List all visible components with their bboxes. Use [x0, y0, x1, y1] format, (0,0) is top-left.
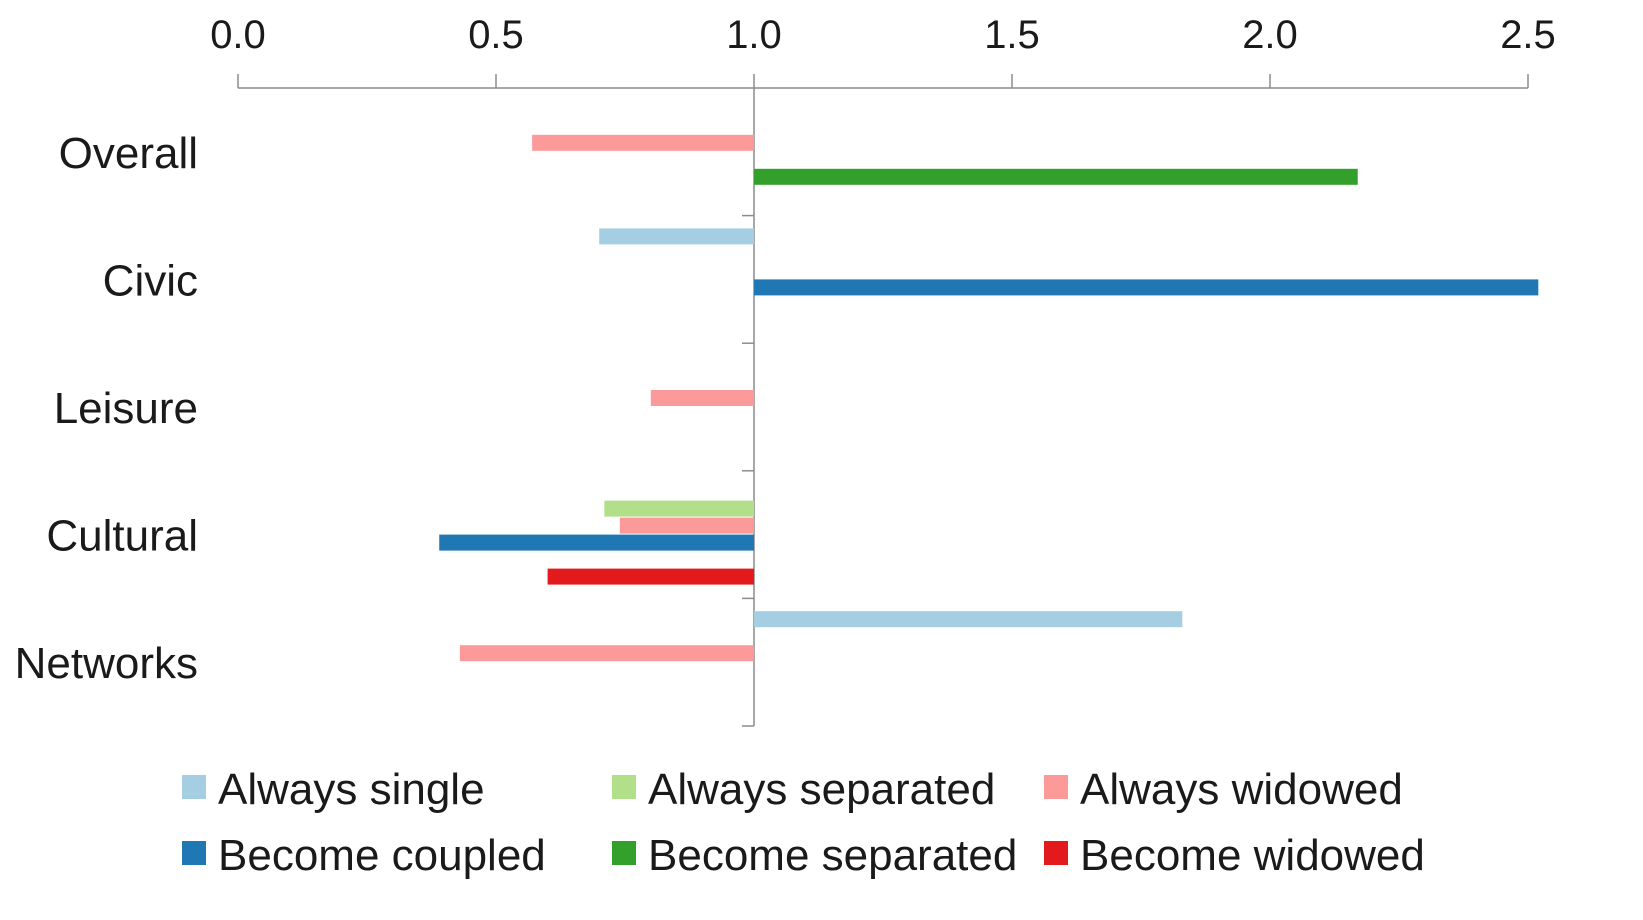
- legend: Always single Always separated Always wido…: [182, 765, 1425, 880]
- bar: [459, 645, 754, 662]
- category-label: Overall: [59, 129, 198, 178]
- bar: [650, 390, 754, 406]
- category-label: Networks: [15, 639, 198, 688]
- x-axis: 0.0 0.5 1.0 1.5 2.0 2.5: [210, 13, 1556, 89]
- legend-swatch: [182, 841, 206, 865]
- bar: [532, 134, 754, 151]
- category-label: Civic: [103, 256, 198, 305]
- legend-swatch: [1044, 841, 1068, 865]
- bar: [604, 500, 754, 517]
- bars: [439, 134, 1539, 662]
- bar: [439, 534, 754, 551]
- x-tick-label: 0.5: [468, 13, 524, 57]
- legend-swatch: [1044, 775, 1068, 799]
- x-tick-label: 0.0: [210, 13, 266, 57]
- bar: [754, 279, 1539, 296]
- category-axis: Overall Civic Leisure Cultural Networks: [15, 88, 755, 727]
- bar: [754, 168, 1358, 185]
- x-tick-label: 2.0: [1242, 13, 1298, 57]
- legend-label: Become separated: [648, 831, 1017, 880]
- x-tick-label: 1.0: [726, 13, 782, 57]
- x-tick-label: 2.5: [1500, 13, 1556, 57]
- category-label: Cultural: [46, 512, 198, 561]
- category-label: Leisure: [54, 384, 198, 433]
- legend-label: Always single: [218, 765, 485, 814]
- x-tick-label: 1.5: [984, 13, 1040, 57]
- legend-label: Become coupled: [218, 831, 546, 880]
- legend-label: Always widowed: [1080, 765, 1403, 814]
- bar: [599, 228, 754, 245]
- legend-label: Always separated: [648, 765, 995, 814]
- bar: [619, 517, 754, 534]
- bar: [754, 611, 1183, 628]
- legend-swatch: [612, 775, 636, 799]
- bar: [547, 568, 754, 585]
- legend-label: Become widowed: [1080, 831, 1425, 880]
- legend-swatch: [612, 841, 636, 865]
- legend-swatch: [182, 775, 206, 799]
